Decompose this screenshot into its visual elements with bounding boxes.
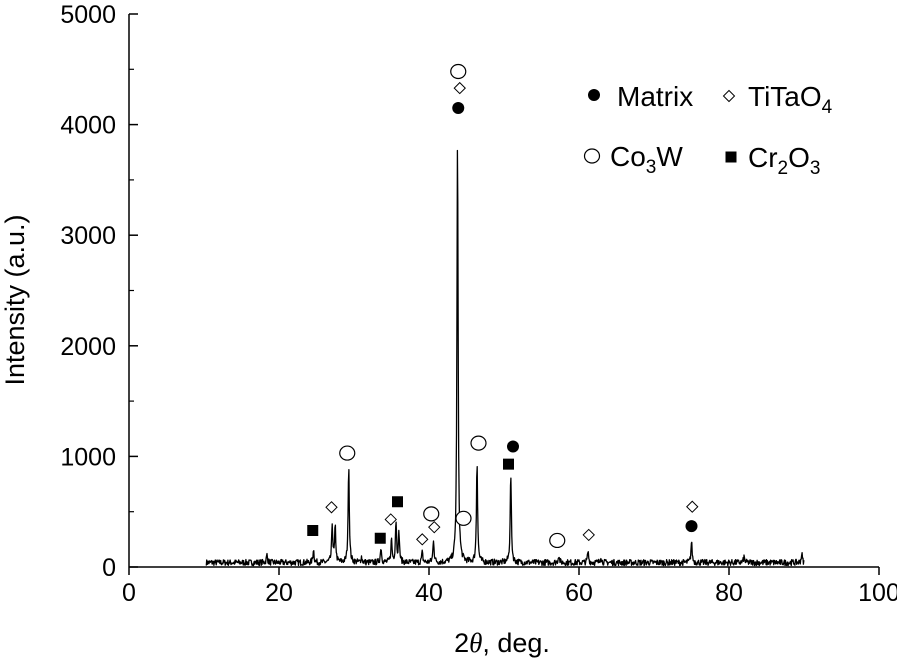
- phase-markers: [307, 63, 699, 549]
- phase-marker-open-diamond: [428, 520, 441, 534]
- legend-label: Cr2O3: [748, 142, 820, 179]
- phase-marker-open-circle: [423, 506, 440, 522]
- legend-symbol-filled-circle: [588, 89, 600, 101]
- phase-marker-open-diamond: [384, 513, 397, 526]
- x-tick-label: 100: [858, 579, 897, 607]
- x-axis-title: 2θ, deg.: [454, 628, 550, 658]
- y-tick-label: 3000: [60, 222, 116, 250]
- diffraction-pattern-line: [205, 149, 805, 567]
- phase-marker-open-diamond: [325, 501, 338, 514]
- legend-symbol-open-diamond: [722, 89, 736, 103]
- phase-marker-open-circle: [549, 532, 566, 549]
- legend-symbol-filled-square: [725, 151, 737, 163]
- phase-marker-open-diamond: [453, 81, 466, 95]
- x-axis-title-prefix: 2: [454, 628, 469, 658]
- x-tick-label: 0: [122, 579, 136, 607]
- phase-marker-filled-circle: [507, 440, 519, 453]
- phase-marker-open-diamond: [686, 500, 699, 513]
- x-tick-label: 80: [715, 579, 743, 607]
- legend-label: TiTaO4: [748, 81, 833, 118]
- phase-marker-filled-circle: [452, 102, 465, 115]
- phase-marker-open-circle: [470, 435, 487, 451]
- phase-marker-open-diamond: [582, 528, 595, 542]
- x-axis-title-suffix: , deg.: [482, 628, 550, 658]
- phase-marker-filled-square: [392, 496, 403, 508]
- legend: Matrix TiTaO4 Co3W Cr2O3: [583, 81, 833, 179]
- y-tick-label: 2000: [60, 333, 116, 361]
- phase-marker-open-diamond: [416, 533, 429, 546]
- x-tick-label: 60: [565, 579, 593, 607]
- y-tick-label: 4000: [60, 112, 116, 140]
- phase-marker-open-circle: [450, 63, 467, 80]
- phase-marker-open-circle: [339, 445, 356, 461]
- y-axis-title: Intensity (a.u.): [0, 214, 30, 385]
- phase-marker-filled-square: [374, 532, 386, 544]
- phase-marker-open-circle: [455, 510, 472, 526]
- legend-label: Co3W: [610, 141, 683, 178]
- phase-marker-filled-square: [307, 525, 319, 537]
- x-axis-title-theta: θ: [469, 628, 482, 658]
- y-tick-label: 0: [102, 554, 116, 582]
- y-tick-label: 1000: [60, 443, 116, 471]
- legend-symbol-open-circle: [583, 148, 601, 164]
- legend-label: Matrix: [617, 81, 693, 112]
- phase-marker-filled-square: [503, 458, 514, 470]
- y-tick-label: 5000: [60, 1, 116, 29]
- x-tick-label: 40: [415, 579, 443, 607]
- phase-marker-filled-circle: [685, 520, 698, 533]
- x-tick-label: 20: [265, 579, 293, 607]
